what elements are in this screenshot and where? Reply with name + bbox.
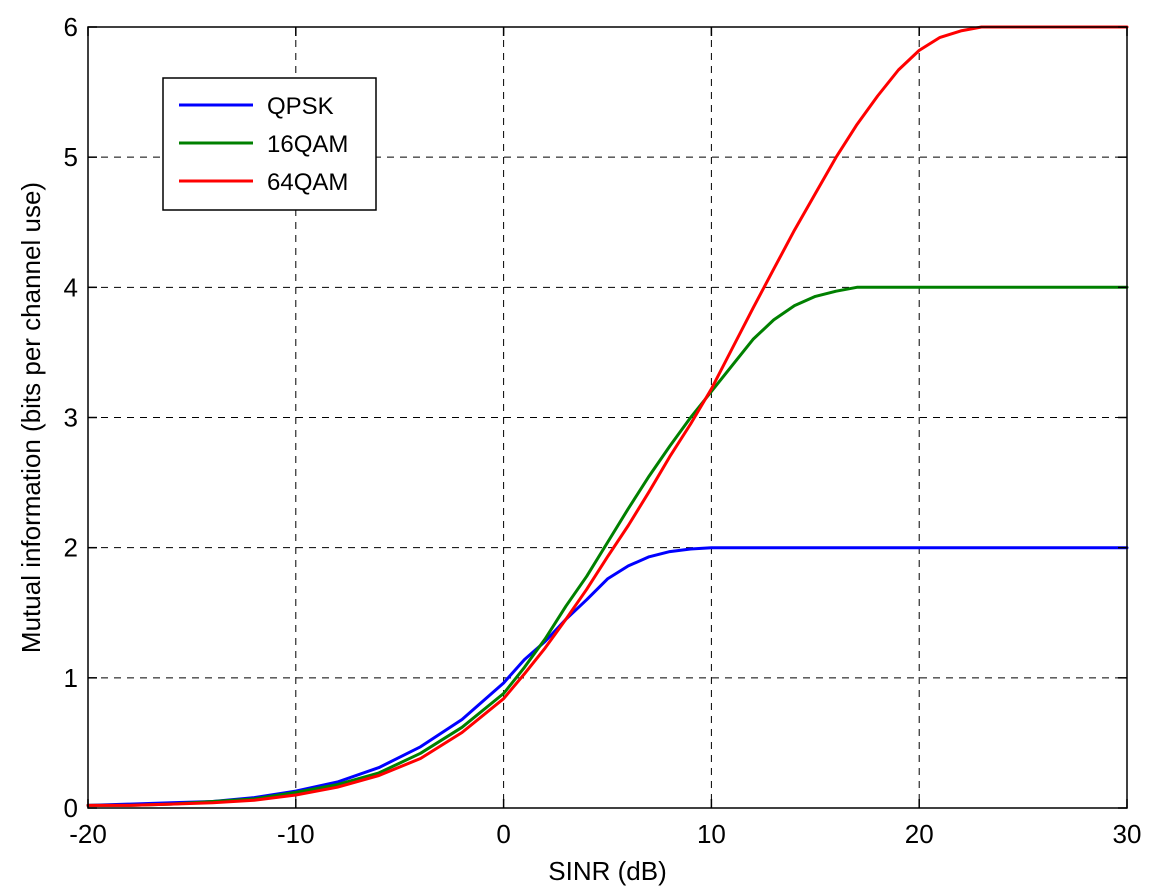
series-lines [86,25,1129,807]
x-tick-label: 0 [496,819,510,849]
legend: QPSK 16QAM 64QAM [162,77,377,211]
x-tick-label: -10 [277,819,315,849]
x-tick-label: 20 [905,819,934,849]
x-tick-labels: -20 -10 0 10 20 30 [69,819,1141,849]
y-tick-label: 1 [64,663,78,693]
y-tick-label: 4 [64,272,78,302]
x-tick-label: -20 [69,819,107,849]
y-tick-label: 6 [64,12,78,42]
series-line-64qam [86,25,1129,807]
x-tick-label: 30 [1113,819,1142,849]
legend-entry-qpsk: QPSK [267,93,334,120]
tick-marks [87,26,1128,809]
x-axis-label: SINR (dB) [548,856,666,886]
y-axis-label: Mutual information (bits per channel use… [16,182,46,653]
series-line-16qam [86,285,1129,807]
y-tick-label: 5 [64,142,78,172]
y-tick-label: 2 [64,533,78,563]
y-tick-label: 0 [64,793,78,823]
y-tick-labels: 0 1 2 3 4 5 6 [64,12,78,823]
x-tick-label: 10 [697,819,726,849]
legend-entry-16qam: 16QAM [267,131,348,158]
legend-entry-64qam: 64QAM [267,169,348,196]
y-tick-label: 3 [64,403,78,433]
